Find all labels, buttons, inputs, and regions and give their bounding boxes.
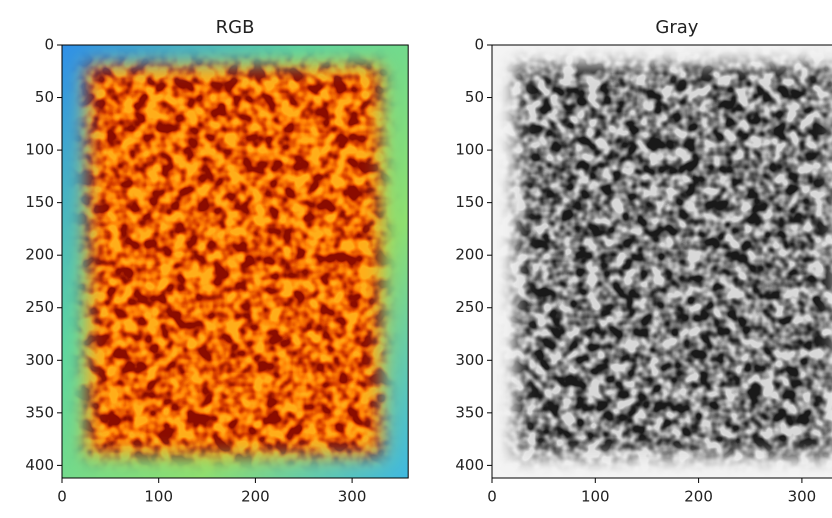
x-tick-label: 300	[788, 488, 817, 506]
image-body	[62, 45, 409, 478]
axes-frame	[491, 44, 832, 479]
x-tick-label: 0	[57, 488, 67, 506]
y-tick-label: 350	[25, 403, 54, 421]
y-tick-label: 100	[25, 141, 54, 159]
y-tick-label: 0	[474, 36, 484, 54]
y-tick-label: 0	[44, 36, 54, 54]
y-tick-label: 350	[455, 403, 484, 421]
y-tick-label: 400	[455, 456, 484, 474]
y-tick-label: 400	[25, 456, 54, 474]
x-tick-label: 0	[487, 488, 497, 506]
y-tick-label: 100	[455, 141, 484, 159]
y-tick-label: 200	[25, 246, 54, 264]
x-tick-label: 100	[144, 488, 173, 506]
y-tick-label: 50	[465, 88, 484, 106]
y-tick-label: 50	[35, 88, 54, 106]
y-tick-label: 300	[455, 351, 484, 369]
y-tick-label: 150	[455, 193, 484, 211]
y-tick-label: 250	[25, 298, 54, 316]
chart-title: Gray	[655, 17, 698, 38]
x-tick-label: 200	[684, 488, 713, 506]
x-tick-label: 300	[338, 488, 367, 506]
y-tick-label: 250	[455, 298, 484, 316]
x-tick-label: 200	[241, 488, 270, 506]
image	[492, 45, 832, 478]
image-body	[492, 45, 832, 478]
y-tick-label: 150	[25, 193, 54, 211]
image	[62, 45, 409, 478]
y-tick-label: 300	[25, 351, 54, 369]
x-tick-label: 100	[581, 488, 610, 506]
y-tick-label: 200	[455, 246, 484, 264]
chart-title: RGB	[216, 17, 255, 38]
axes-frame	[61, 44, 409, 479]
